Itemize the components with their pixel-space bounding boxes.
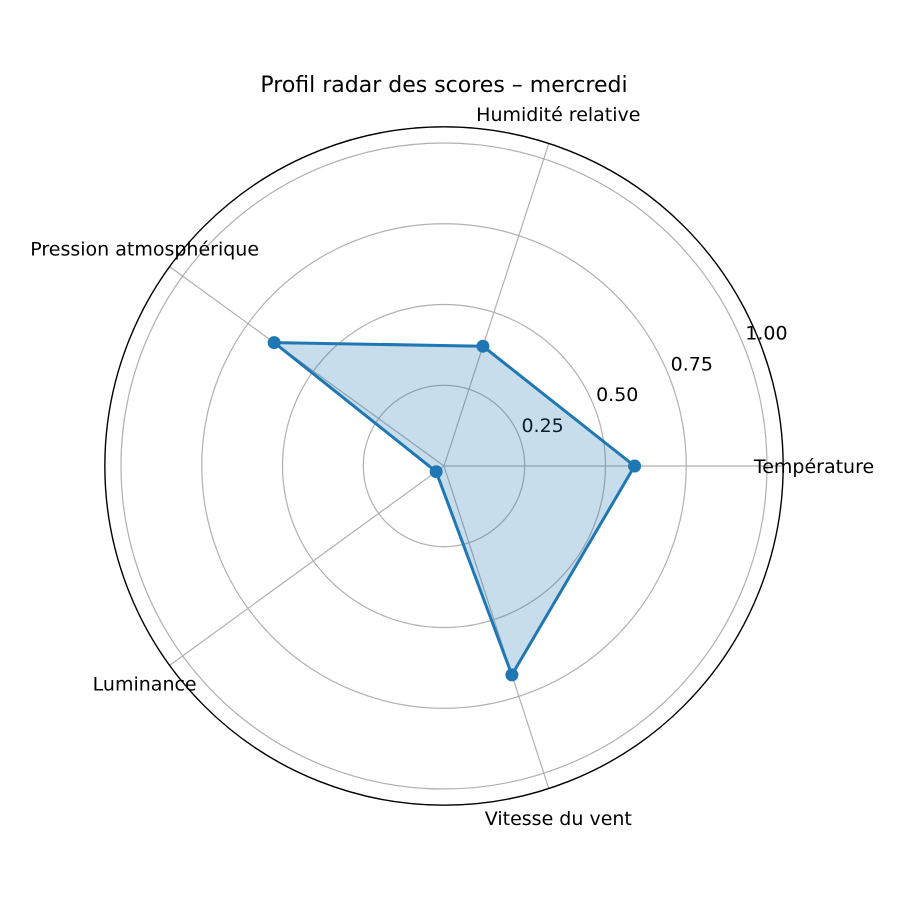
grid-spoke (443, 143, 550, 467)
data-point (267, 336, 281, 350)
grid-spoke (443, 465, 550, 789)
series-fill (274, 342, 635, 675)
r-tick-label: 0.50 (596, 384, 638, 406)
axis-label: Pression atmosphérique (30, 239, 259, 261)
r-tick-label: 0.75 (671, 353, 713, 375)
data-point (476, 339, 490, 353)
grid-spoke (169, 465, 445, 666)
axis-label: Humidité relative (476, 104, 640, 126)
axis-label: Température (753, 456, 874, 478)
r-tick-label: 0.25 (521, 415, 563, 437)
grid-spoke (169, 266, 445, 467)
axis-label: Luminance (93, 673, 197, 695)
data-point (505, 668, 519, 682)
data-point (628, 459, 642, 473)
r-tick-label: 1.00 (745, 322, 787, 344)
series-line (272, 341, 637, 677)
outer-frame (104, 126, 784, 806)
data-point (429, 465, 443, 479)
axis-label: Vitesse du vent (485, 808, 632, 830)
chart-title: Profil radar des scores – mercredi (260, 73, 627, 98)
